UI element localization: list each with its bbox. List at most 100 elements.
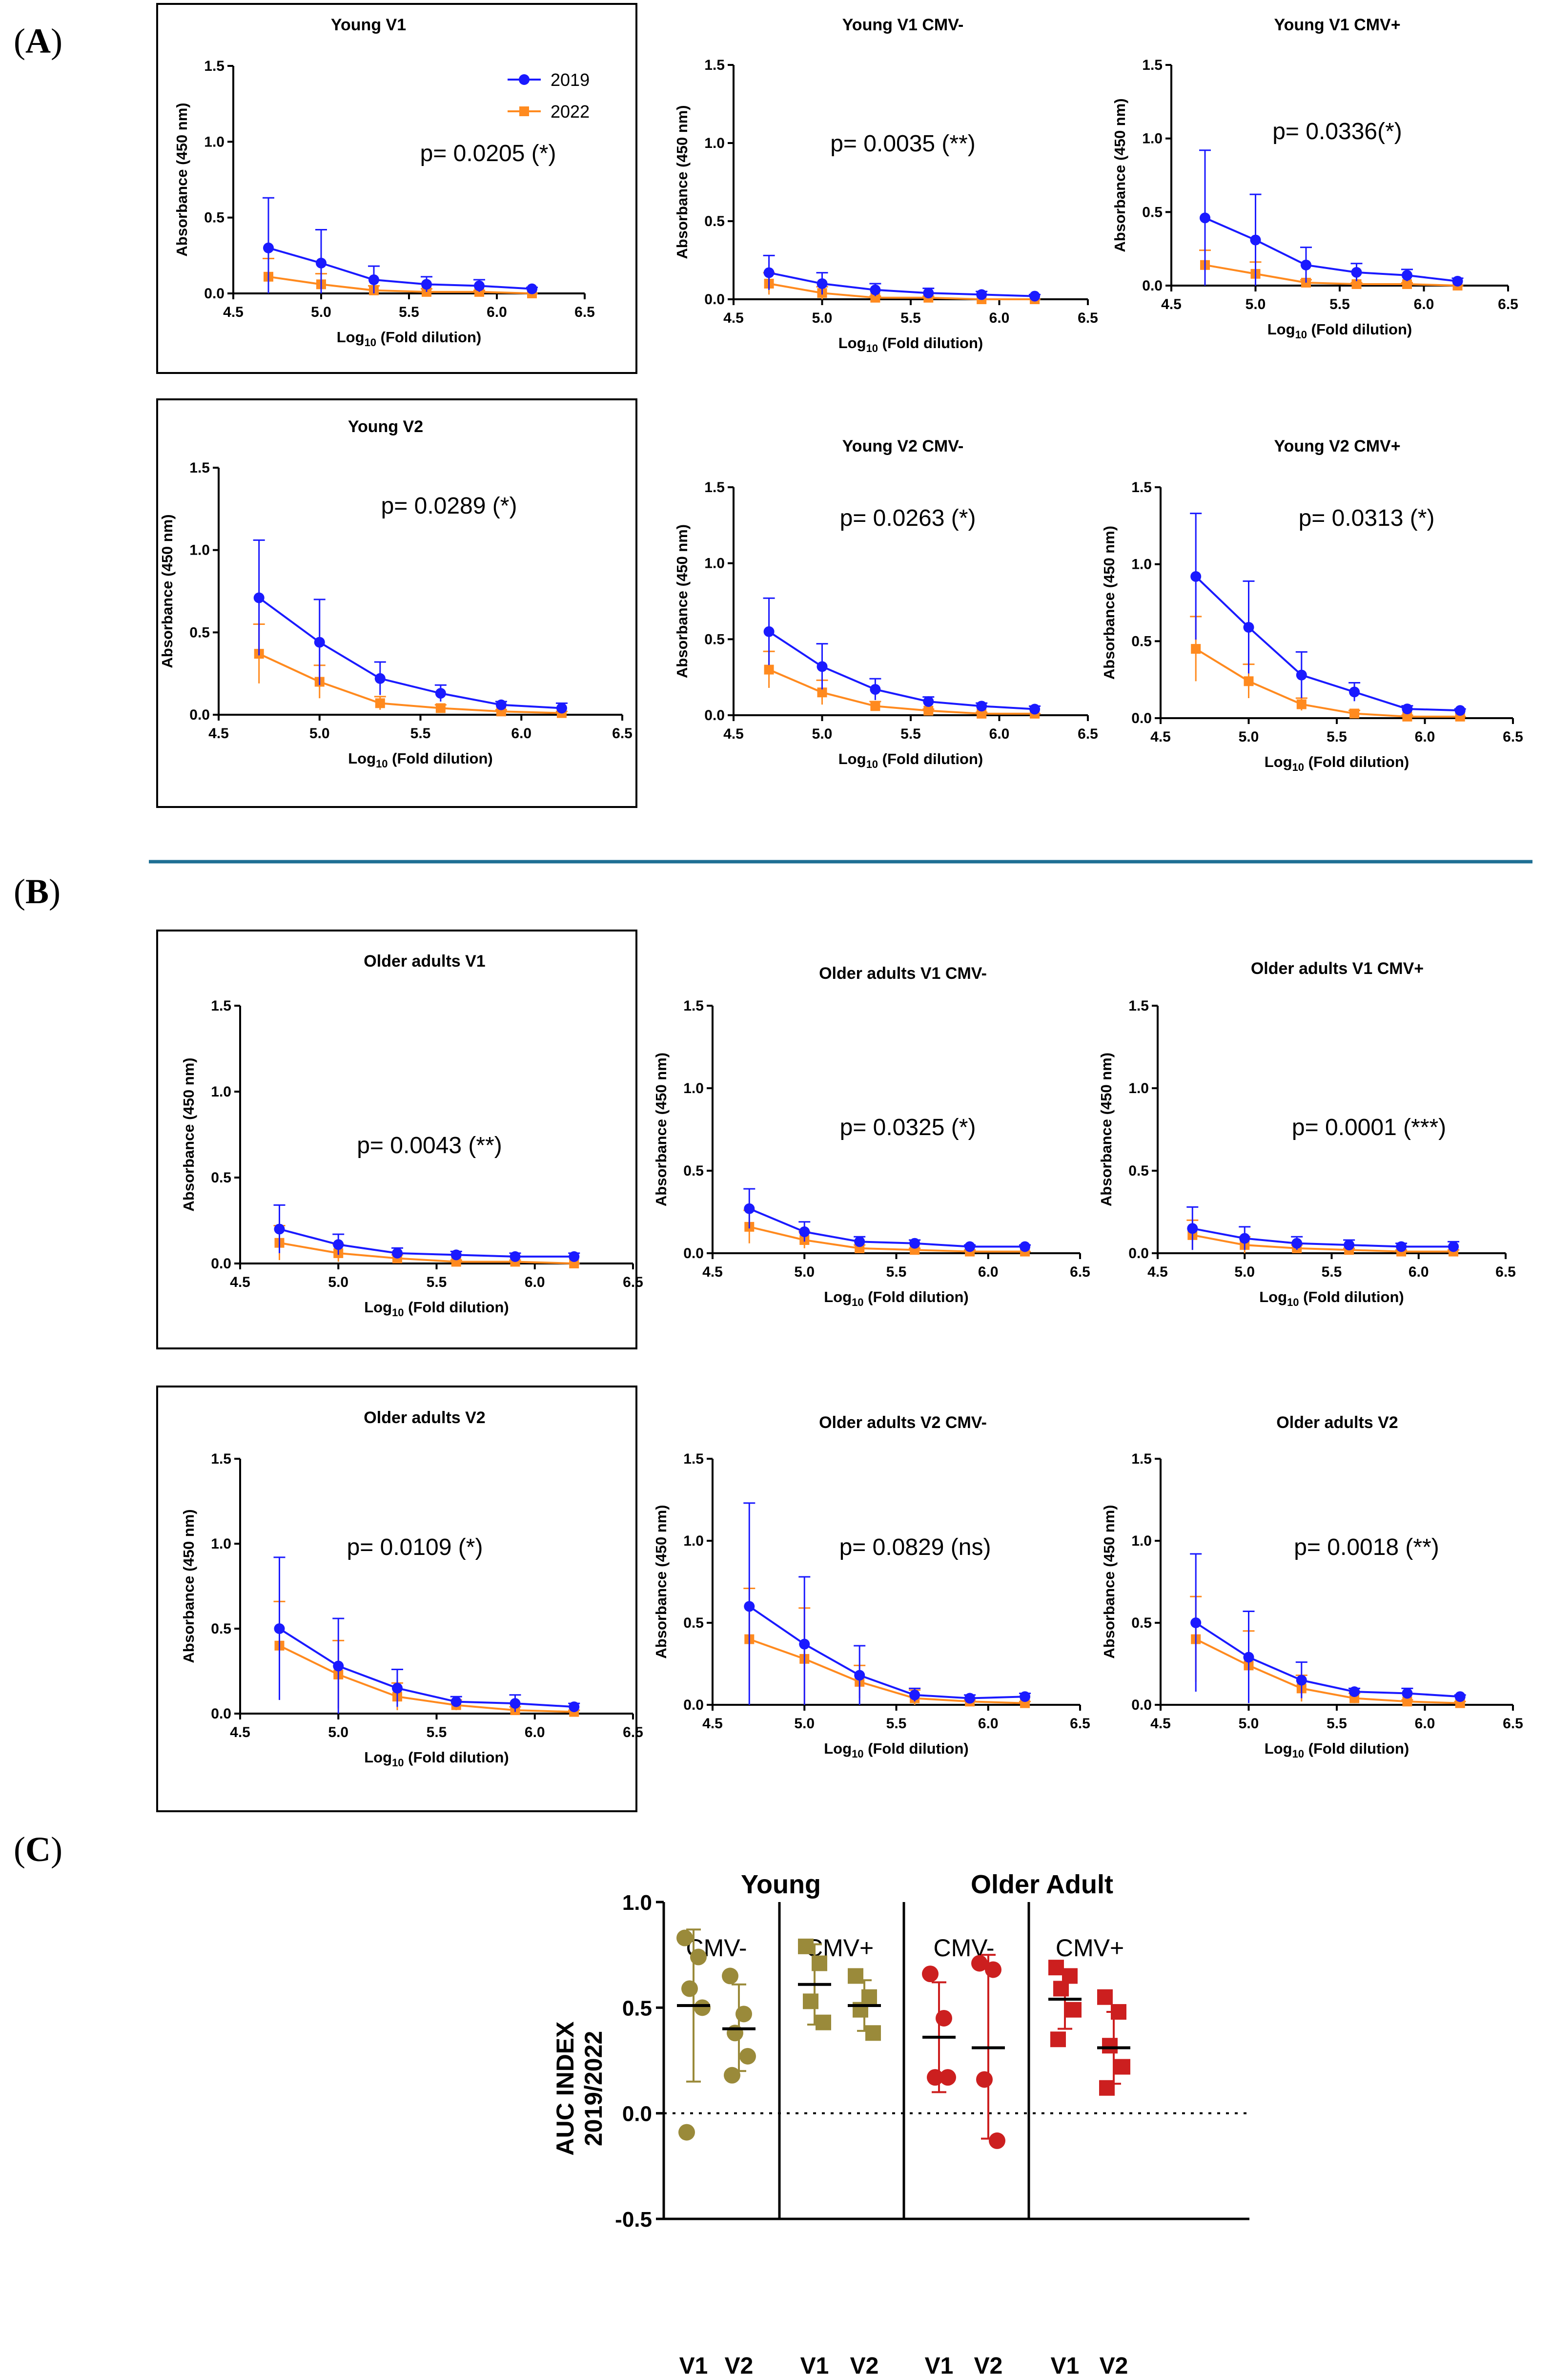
data-point-2019 (1187, 1223, 1198, 1234)
data-point (724, 2067, 740, 2084)
chart-title: Young V1 CMV+ (1274, 16, 1400, 34)
box-young-v2 (156, 398, 637, 808)
p-value: p= 0.0001 (***) (1292, 1115, 1446, 1140)
data-point-2019 (923, 696, 934, 707)
y-axis-label: Absorbance (450 nm) (180, 1509, 197, 1663)
chart-older-v1-cmv-neg: Older adults V1 CMV-p= 0.0325 (*) 0.0 0.5 1… (653, 964, 1090, 1308)
data-point-2019 (569, 1251, 580, 1262)
data-point-2019 (1190, 1617, 1202, 1628)
x-tick-label: 5.5 (427, 1274, 447, 1290)
data-point (927, 2069, 943, 2086)
data-point-2019 (799, 1638, 810, 1650)
x-tick-label: 5.0 (311, 304, 331, 320)
box-older-v2 (156, 1386, 637, 1812)
data-point (735, 2006, 752, 2023)
x-category-label: V2 (725, 2353, 754, 2379)
data-point-2019 (495, 699, 507, 710)
x-tick-label: 4.5 (1150, 1716, 1171, 1732)
y-axis-label: Absorbance (450 nm) (653, 1053, 670, 1206)
x-tick-label: 5.0 (1234, 1264, 1255, 1280)
y-tick-label: 0.5 (683, 1615, 704, 1631)
series-line-2019 (1195, 576, 1460, 712)
data-point (1053, 1981, 1069, 1997)
y-tick-label: 0.0 (704, 707, 725, 724)
data-point-2019 (854, 1236, 865, 1247)
x-tick-label: 5.5 (410, 725, 431, 742)
y-tick-label: -0.5 (615, 2208, 652, 2232)
y-axis-label: Absorbance (450 nm) (674, 524, 691, 678)
x-tick-label: 5.5 (1329, 296, 1350, 312)
data-point-2019 (744, 1601, 755, 1612)
series-line-2019 (268, 247, 532, 290)
data-point-2019 (1291, 1238, 1303, 1249)
data-point-2022 (817, 687, 827, 698)
data-point-2019 (274, 1223, 285, 1235)
series-line-2022 (258, 653, 562, 714)
series-line-2022 (769, 283, 1035, 300)
x-tick-label: 4.5 (208, 725, 229, 742)
y-tick-label: 0.5 (1131, 1615, 1152, 1631)
y-tick-label: 1.5 (683, 1451, 704, 1467)
y-tick-label: 1.5 (1131, 479, 1152, 496)
y-axis-label: Absorbance (450 nm) (1098, 1053, 1115, 1206)
series-line-2022 (279, 1645, 574, 1713)
y-tick-label: 1.0 (211, 1084, 231, 1100)
data-point (1115, 2059, 1130, 2075)
y-tick-label: 1.0 (1131, 557, 1152, 573)
y-tick-label: 0.5 (683, 1163, 704, 1179)
p-value: p= 0.0263 (*) (840, 505, 976, 531)
y-tick-label: 0.0 (204, 286, 225, 302)
y-tick-label: 0.0 (211, 1706, 231, 1722)
data-point-2019 (1020, 1691, 1031, 1702)
data-point-2019 (964, 1241, 976, 1252)
x-tick-label: 6.5 (1070, 1716, 1090, 1732)
data-point-2019 (333, 1660, 344, 1672)
x-tick-label: 4.5 (723, 310, 744, 326)
p-value: p= 0.0325 (*) (840, 1115, 976, 1140)
data-point-2019 (1452, 275, 1463, 287)
y-axis-label: Absorbance (450 nm) (674, 105, 691, 259)
data-point-2019 (909, 1238, 920, 1249)
data-point-2019 (253, 592, 265, 603)
series-line-2022 (749, 1638, 1025, 1704)
p-value: p= 0.0289 (*) (381, 493, 517, 519)
data-point (848, 1968, 863, 1984)
data-point-2022 (1244, 676, 1254, 686)
y-tick-label: 0.0 (683, 1245, 704, 1262)
data-point-2019 (799, 1226, 810, 1238)
data-point-2019 (316, 257, 327, 269)
data-point (722, 1967, 738, 1985)
data-point-2019 (1296, 1675, 1307, 1686)
data-point-2019 (923, 288, 934, 299)
chart-auc-index: -0.5 0.0 0.5 1.0 AUC INDEX2019/2022 Young Olde… (551, 1870, 1249, 2379)
data-point-2019 (450, 1249, 462, 1261)
x-tick-label: 4.5 (702, 1716, 723, 1732)
y-tick-label: 1.5 (704, 57, 725, 73)
data-point-2019 (817, 278, 828, 289)
x-tick-label: 4.5 (223, 304, 244, 320)
y-tick-label: 0.0 (1131, 710, 1152, 726)
y-tick-label: 1.5 (1131, 1451, 1152, 1467)
series-line-2019 (1205, 217, 1458, 282)
x-tick-label: 6.0 (511, 725, 531, 742)
data-point-2019 (1239, 1233, 1250, 1244)
x-tick-label: 6.0 (989, 726, 1010, 742)
data-point-2019 (1029, 290, 1041, 302)
data-point (798, 1938, 814, 1954)
data-point (694, 1999, 711, 2016)
x-tick-label: 6.5 (623, 1724, 643, 1740)
y-axis-label: Absorbance (450 nm) (173, 103, 190, 256)
x-tick-label: 4.5 (723, 726, 744, 742)
y-tick-label: 0.5 (1128, 1163, 1149, 1179)
x-category-label: V1 (679, 2353, 708, 2379)
data-point (816, 2014, 831, 2030)
group-heading: Young (741, 1870, 821, 1899)
data-point-2019 (556, 703, 567, 714)
data-point-2019 (1402, 269, 1412, 281)
y-tick-label: 1.5 (704, 479, 725, 496)
data-point (1099, 2080, 1115, 2096)
data-point-2019 (421, 279, 432, 290)
data-point (985, 1961, 1001, 1978)
data-point-2019 (909, 1689, 920, 1700)
x-axis-label: Log10 (Fold dilution) (1267, 321, 1412, 341)
